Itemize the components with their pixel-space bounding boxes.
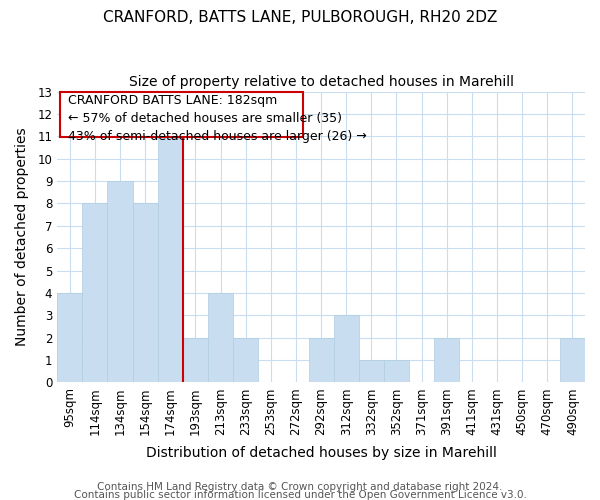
Bar — [359, 360, 384, 382]
Text: Contains HM Land Registry data © Crown copyright and database right 2024.: Contains HM Land Registry data © Crown c… — [97, 482, 503, 492]
Bar — [560, 338, 585, 382]
Title: Size of property relative to detached houses in Marehill: Size of property relative to detached ho… — [128, 75, 514, 89]
X-axis label: Distribution of detached houses by size in Marehill: Distribution of detached houses by size … — [146, 446, 497, 460]
FancyBboxPatch shape — [60, 92, 302, 136]
Bar — [334, 316, 359, 382]
Bar — [82, 204, 107, 382]
Bar — [308, 338, 334, 382]
Text: CRANFORD, BATTS LANE, PULBOROUGH, RH20 2DZ: CRANFORD, BATTS LANE, PULBOROUGH, RH20 2… — [103, 10, 497, 25]
Bar — [434, 338, 460, 382]
Bar — [183, 338, 208, 382]
Bar — [57, 293, 82, 382]
Bar — [384, 360, 409, 382]
Text: Contains public sector information licensed under the Open Government Licence v3: Contains public sector information licen… — [74, 490, 526, 500]
Y-axis label: Number of detached properties: Number of detached properties — [15, 128, 29, 346]
Bar — [208, 293, 233, 382]
Bar — [133, 204, 158, 382]
Bar — [107, 181, 133, 382]
Bar — [158, 136, 183, 382]
Text: CRANFORD BATTS LANE: 182sqm
← 57% of detached houses are smaller (35)
43% of sem: CRANFORD BATTS LANE: 182sqm ← 57% of det… — [68, 94, 367, 144]
Bar — [233, 338, 258, 382]
